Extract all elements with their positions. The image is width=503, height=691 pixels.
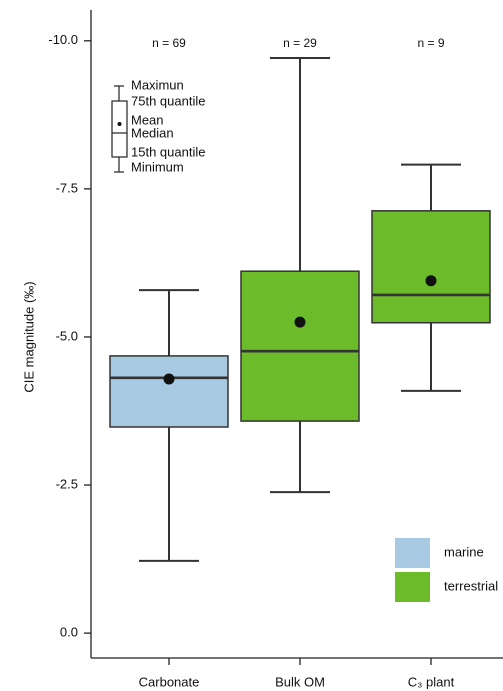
key-label: Median: [131, 125, 174, 140]
key-icon: [111, 85, 128, 173]
y-tick-label: -5.0: [56, 328, 78, 343]
mean-point: [163, 373, 175, 385]
legend-swatch: [395, 572, 430, 602]
y-tick-label: 0.0: [60, 625, 78, 640]
box: [109, 355, 229, 428]
count-label: n = 29: [283, 36, 317, 50]
key-label: 15th quantile: [131, 144, 205, 159]
key-label: Minimum: [131, 159, 184, 174]
x-tick-label: Bulk OM: [275, 674, 325, 689]
mean-point: [294, 316, 306, 328]
key-label: 75th quantile: [131, 93, 205, 108]
legend-label: terrestrial: [444, 578, 498, 593]
box: [371, 210, 491, 324]
count-label: n = 9: [417, 36, 444, 50]
y-tick-label: -7.5: [56, 180, 78, 195]
mean-point: [425, 275, 437, 287]
legend-swatch: [395, 538, 430, 568]
y-axis-label: CIE magnitude (‰): [21, 281, 36, 392]
legend-label: marine: [444, 544, 484, 559]
y-tick-label: -2.5: [56, 476, 78, 491]
x-tick-label: C₃ plant: [408, 674, 455, 689]
key-label: Maximun: [131, 77, 184, 92]
count-label: n = 69: [152, 36, 186, 50]
x-tick-label: Carbonate: [139, 674, 200, 689]
box: [240, 270, 360, 422]
key-label: Mean: [131, 112, 164, 127]
y-tick-label: -10.0: [48, 32, 78, 47]
